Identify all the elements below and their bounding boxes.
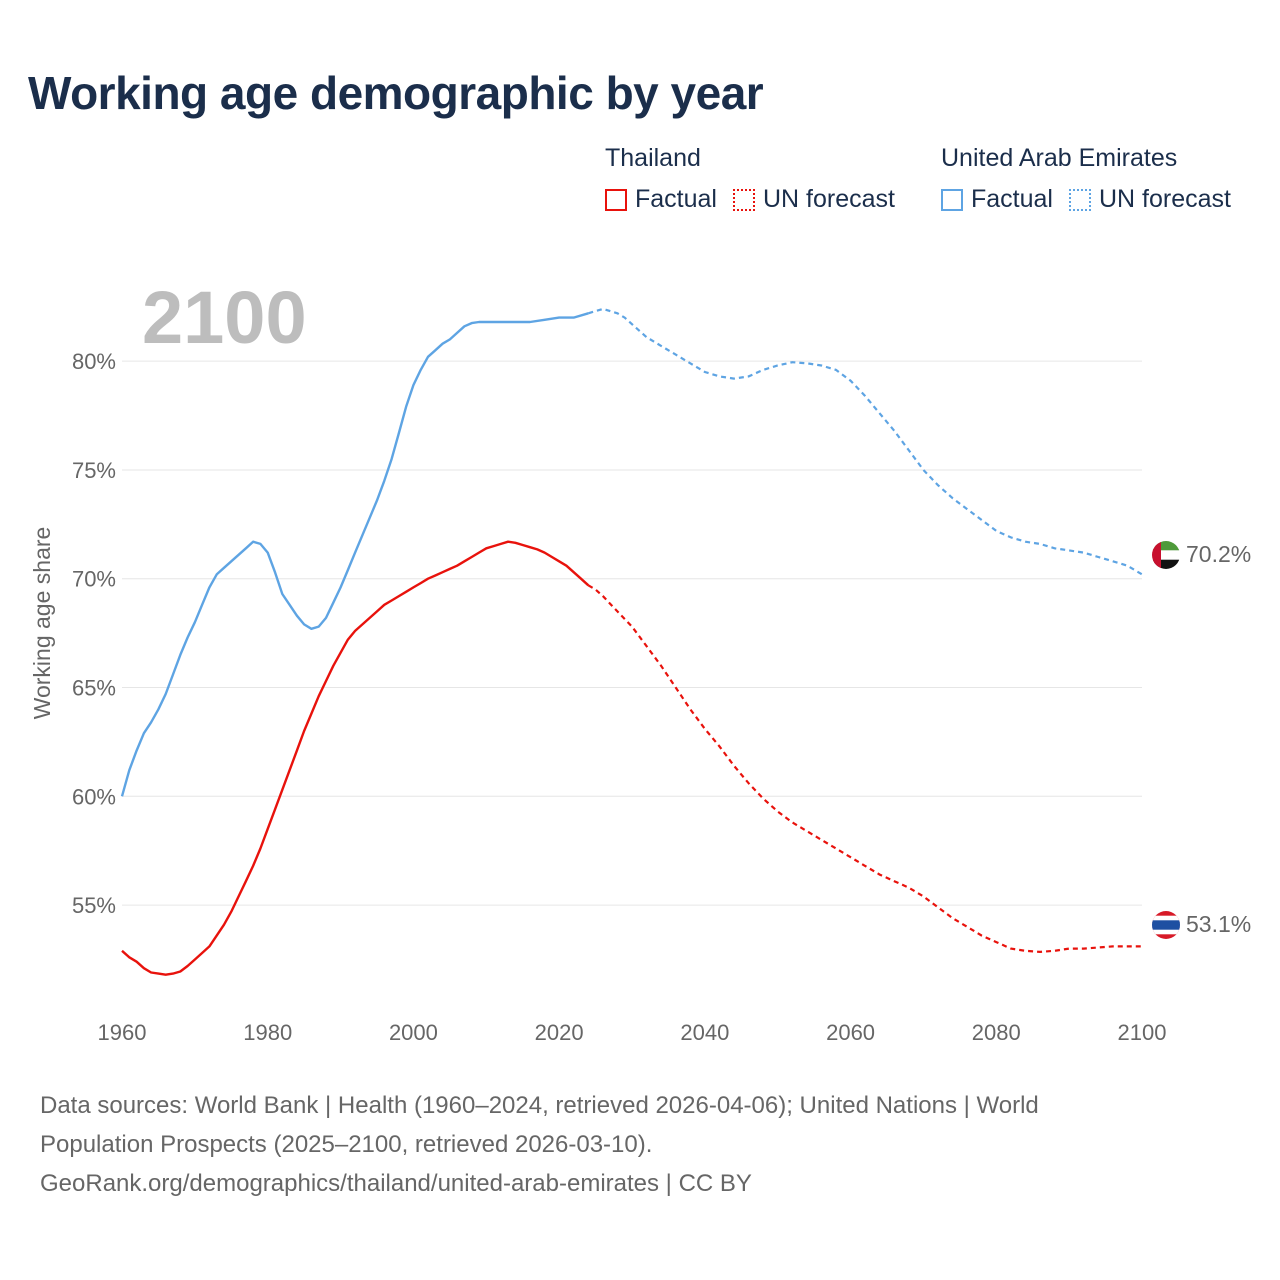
- x-tick-label: 2040: [680, 1020, 729, 1045]
- y-tick-label: 80%: [72, 349, 116, 374]
- y-tick-label: 75%: [72, 458, 116, 483]
- legend-group-thailand: Thailand Factual UN forecast: [605, 144, 911, 214]
- thailand-end-label: 53.1%: [1186, 911, 1251, 937]
- footer-line: Population Prospects (2025–2100, retriev…: [40, 1131, 653, 1158]
- flag-uae-icon: [1152, 541, 1180, 569]
- legend-group-name: Thailand: [605, 144, 701, 172]
- series-thailand-factual: [121, 540, 590, 976]
- legend-label: UN forecast: [1098, 185, 1231, 213]
- legend-swatch-solid: [941, 188, 963, 211]
- year-watermark: 2100: [142, 276, 307, 359]
- uae-end-label: 70.2%: [1186, 541, 1251, 567]
- x-tick-label: 2060: [826, 1020, 875, 1045]
- legend-swatch-dotted: [1068, 188, 1091, 211]
- footer-line: GeoRank.org/demographics/thailand/united…: [40, 1170, 752, 1197]
- y-axis-label: Working age share: [29, 527, 55, 720]
- line-chart: 55% 60% 65% 70% 75% 80% 1960 1980 2000 2020 2040 20…: [29, 276, 1251, 1045]
- legend-thailand-forecast[interactable]: UN forecast: [732, 185, 895, 214]
- legend-group-uae: United Arab Emirates Factual UN forecast: [941, 144, 1247, 214]
- legend-label: Factual: [971, 185, 1053, 213]
- legend-uae-forecast[interactable]: UN forecast: [1068, 185, 1231, 214]
- series-thailand-forecast: [587, 584, 1142, 954]
- chart-title: Working age demographic by year: [28, 67, 764, 119]
- series-united-arab-emirates-forecast: [587, 307, 1143, 576]
- series-united-arab-emirates-factual: [120, 312, 589, 797]
- y-tick-label: 70%: [72, 567, 116, 592]
- footer-sources: Data sources: World Bank | Health (1960–…: [40, 1086, 1240, 1203]
- legend-label: Factual: [635, 185, 717, 213]
- y-tick-label: 55%: [72, 893, 116, 918]
- x-tick-label: 1960: [98, 1020, 147, 1045]
- y-tick-label: 60%: [72, 784, 116, 809]
- footer-line: Data sources: World Bank | Health (1960–…: [40, 1092, 1039, 1119]
- legend-thailand-factual[interactable]: Factual: [605, 185, 717, 214]
- x-tick-label: 2020: [535, 1020, 584, 1045]
- x-tick-label: 2000: [389, 1020, 438, 1045]
- legend-swatch-solid: [605, 188, 627, 211]
- y-tick-label: 65%: [72, 676, 116, 701]
- x-tick-label: 2080: [972, 1020, 1021, 1045]
- legend-group-name: United Arab Emirates: [941, 144, 1178, 172]
- flag-thailand-icon: [1152, 911, 1180, 939]
- x-tick-label: 2100: [1118, 1020, 1167, 1045]
- legend-uae-factual[interactable]: Factual: [941, 185, 1053, 214]
- legend-label: UN forecast: [762, 185, 895, 213]
- x-tick-label: 1980: [243, 1020, 292, 1045]
- legend-swatch-dotted: [732, 188, 755, 211]
